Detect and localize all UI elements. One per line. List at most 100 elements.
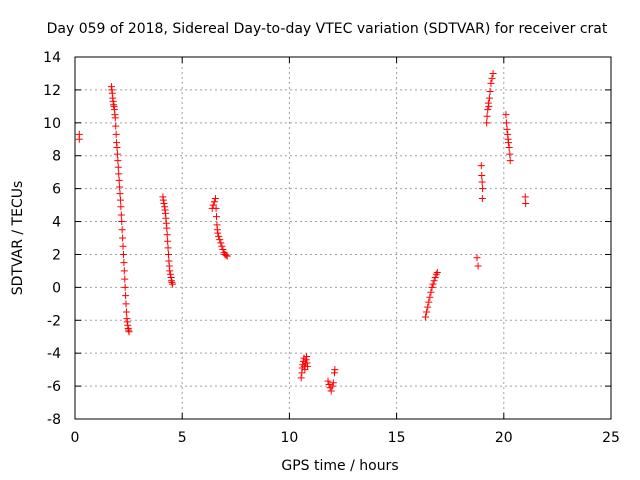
data-point (479, 185, 487, 193)
data-point (331, 366, 339, 374)
x-tick-label: 0 (71, 430, 80, 446)
data-point (119, 234, 127, 242)
y-tick-label: 2 (52, 247, 61, 263)
data-point (303, 359, 311, 367)
plot-frame (74, 56, 612, 420)
data-point (117, 203, 125, 211)
x-tick-label: 15 (388, 430, 406, 446)
data-point (116, 183, 124, 191)
data-point (474, 262, 482, 270)
data-point (473, 254, 481, 262)
data-point (114, 157, 122, 165)
data-point (121, 283, 129, 291)
data-point (166, 267, 174, 275)
data-point (506, 157, 514, 165)
data-point (122, 308, 130, 316)
data-point (166, 270, 174, 278)
data-point (432, 270, 440, 278)
x-tick-label: 10 (280, 430, 298, 446)
data-point (120, 267, 128, 275)
data-point (478, 178, 486, 186)
data-point (486, 88, 494, 96)
data-point (222, 251, 230, 259)
data-point (485, 94, 493, 102)
data-point (478, 195, 486, 203)
data-point (168, 278, 176, 286)
y-tick-label: -2 (47, 313, 61, 329)
data-point (117, 211, 125, 219)
x-tick-labels: 0 5 10 15 20 25 (71, 430, 620, 446)
axis-ticks (74, 56, 612, 420)
data-point (115, 170, 123, 178)
data-point (303, 352, 311, 360)
data-point (505, 139, 513, 147)
data-point (116, 196, 124, 204)
data-point (223, 252, 231, 260)
data-point (211, 195, 219, 203)
data-point (113, 144, 121, 151)
y-tick-label: 8 (52, 149, 61, 165)
data-point (120, 259, 128, 267)
data-point (431, 273, 439, 281)
data-point (169, 280, 177, 288)
y-tick-label: 0 (52, 280, 61, 296)
data-point (304, 362, 312, 370)
data-point (489, 69, 497, 77)
x-axis-label: GPS time / hours (281, 458, 398, 474)
y-tick-labels: -8 -6 -4 -2 0 2 4 6 8 10 12 14 (43, 50, 61, 428)
grid-lines (75, 57, 611, 419)
data-point (433, 269, 441, 277)
data-point (422, 313, 430, 321)
y-tick-label: 14 (43, 50, 61, 66)
data-points (75, 69, 530, 395)
y-tick-label: 10 (43, 116, 61, 132)
data-point (488, 74, 496, 82)
data-point (163, 231, 171, 239)
data-point (297, 374, 305, 382)
data-point (218, 242, 226, 250)
data-point (116, 190, 124, 198)
data-point (121, 275, 129, 283)
data-point (324, 377, 332, 385)
data-point (118, 218, 126, 226)
data-point (430, 277, 438, 285)
data-point (327, 387, 335, 395)
y-tick-label: 6 (52, 182, 61, 198)
data-point (125, 328, 133, 336)
data-point (505, 144, 513, 151)
data-point (329, 379, 337, 387)
chart-title: Day 059 of 2018, Sidereal Day-to-day VTE… (47, 21, 608, 37)
data-point (328, 382, 336, 390)
data-point (485, 102, 493, 110)
data-point (213, 213, 221, 221)
data-point (111, 114, 119, 122)
data-point (487, 79, 495, 87)
data-point (521, 193, 529, 201)
data-point (427, 288, 435, 296)
data-point (210, 198, 218, 206)
data-point (113, 150, 121, 158)
data-point (478, 171, 486, 179)
data-point (325, 380, 333, 388)
data-point (522, 199, 530, 207)
data-point (212, 204, 220, 212)
y-tick-label: 12 (43, 83, 61, 99)
data-point (119, 242, 127, 250)
data-point (506, 150, 514, 158)
data-point (502, 119, 510, 127)
data-point (115, 176, 123, 184)
data-point (502, 111, 510, 119)
y-tick-label: -8 (47, 412, 61, 428)
data-point (423, 308, 431, 316)
data-point (214, 229, 222, 237)
data-point (426, 293, 434, 301)
x-tick-label: 20 (495, 430, 513, 446)
data-point (112, 122, 120, 130)
y-tick-label: 4 (52, 215, 61, 231)
data-point (164, 250, 172, 258)
data-point (428, 283, 436, 291)
data-point (122, 300, 130, 308)
data-point (483, 112, 491, 120)
data-point (159, 196, 167, 204)
